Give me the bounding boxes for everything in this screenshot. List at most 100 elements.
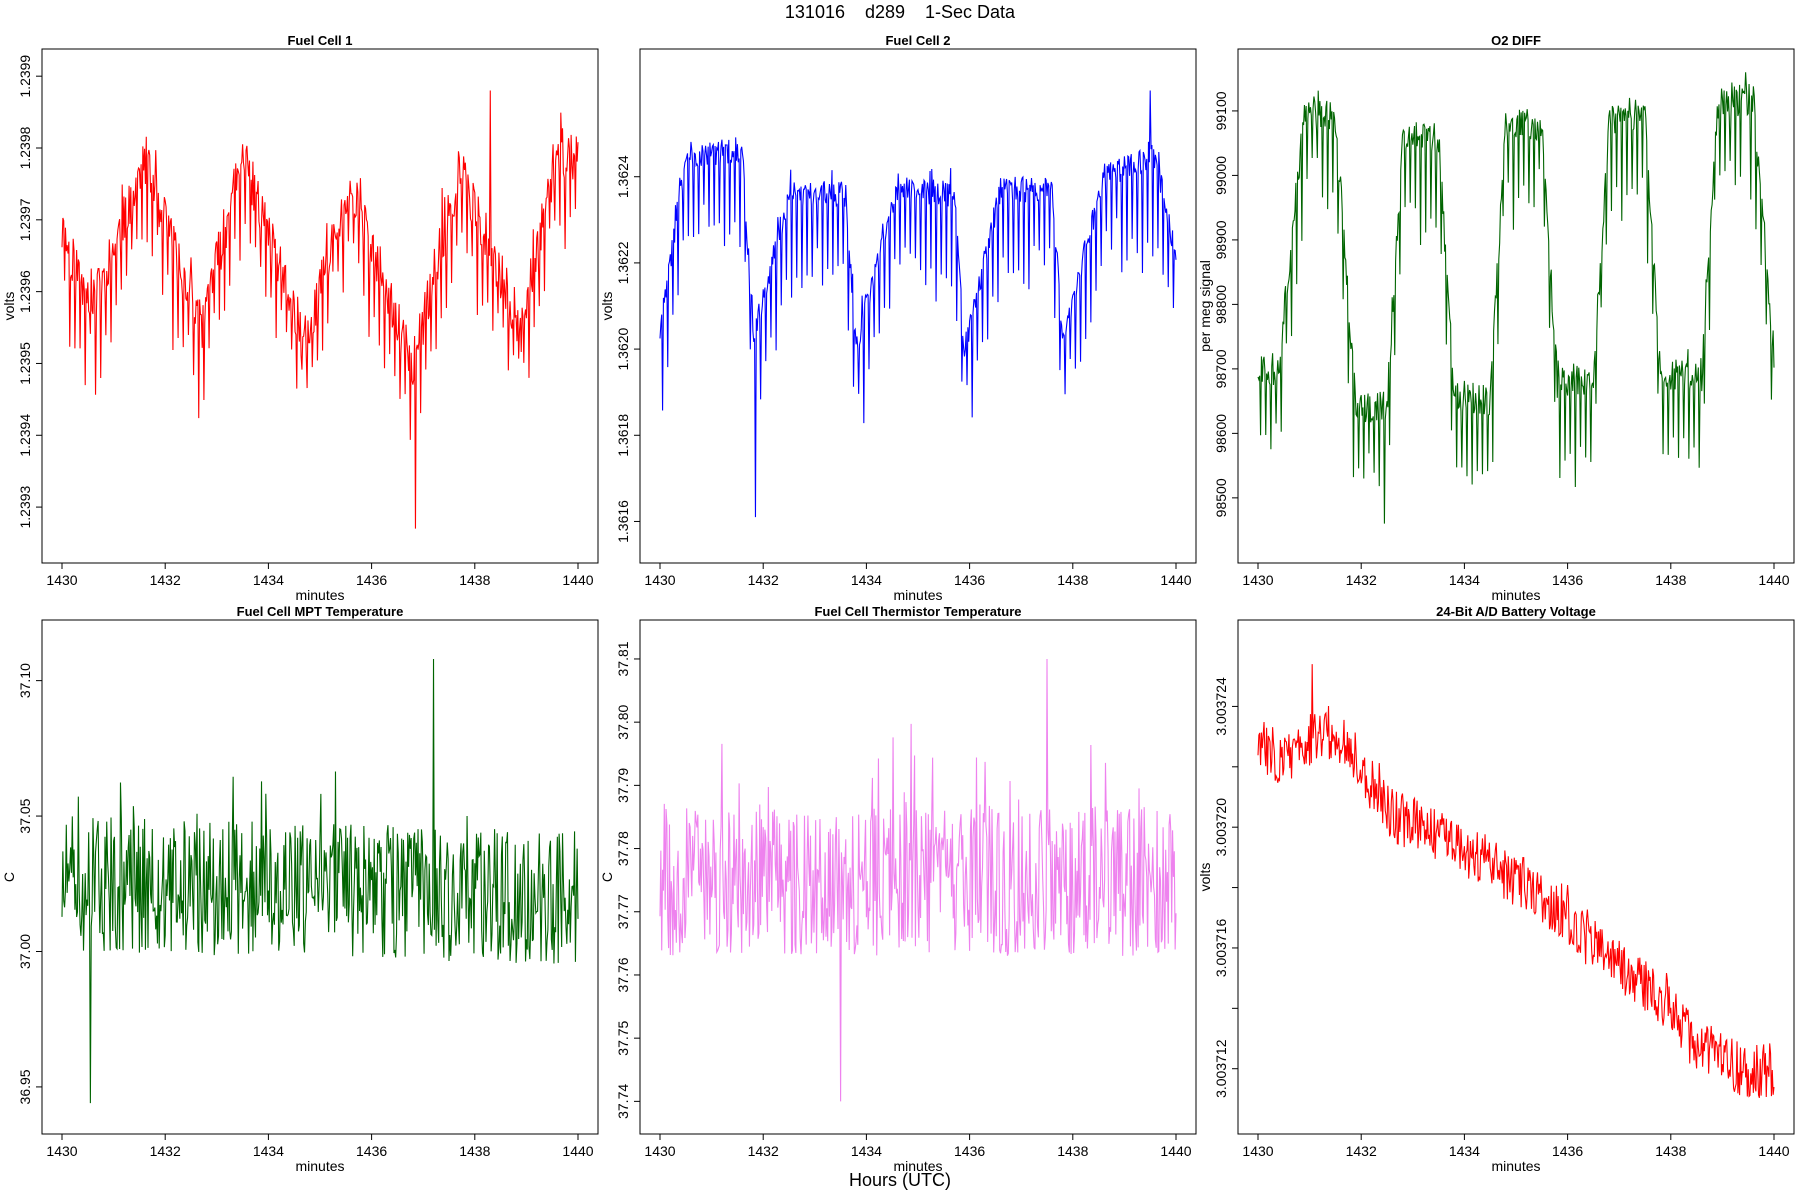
- panel-2-ylabel: volts: [599, 292, 615, 321]
- panel-5-y-tick-label: 37.76: [615, 957, 631, 992]
- panel-3-x-tick-label: 1432: [1346, 572, 1377, 588]
- panel-1-y-tick-label: 1.2397: [17, 198, 33, 241]
- panel-3-y-tick-label: 99000: [1213, 156, 1229, 195]
- panel-3-title: O2 DIFF: [1491, 33, 1541, 48]
- panel-5-x-tick-label: 1432: [748, 1143, 779, 1159]
- panel-5-xlabel: minutes: [893, 1158, 942, 1174]
- panel-1-y-tick-label: 1.2394: [17, 414, 33, 457]
- panel-2-x-tick-label: 1436: [954, 572, 985, 588]
- figure-title: 131016 d289 1-Sec Data: [784, 2, 1016, 22]
- panel-4-series-line: [61, 658, 579, 1104]
- panel-6-x-tick-label: 1440: [1758, 1143, 1789, 1159]
- panel-3-x-tick-label: 1430: [1242, 572, 1273, 588]
- panel-3-x-tick-label: 1438: [1655, 572, 1686, 588]
- panel-1-ylabel: volts: [1, 292, 17, 321]
- panel-6-x-tick-label: 1436: [1552, 1143, 1583, 1159]
- panel-6-x-tick-label: 1438: [1655, 1143, 1686, 1159]
- panel-1-x-tick-label: 1440: [562, 572, 593, 588]
- panel-1-y-tick-label: 1.2395: [17, 342, 33, 385]
- panel-2-y-tick-label: 1.3624: [615, 155, 631, 198]
- panel-1-xlabel: minutes: [295, 587, 344, 603]
- panel-2-y-tick-label: 1.3620: [615, 327, 631, 370]
- panel-6-xlabel: minutes: [1491, 1158, 1540, 1174]
- panel-5-x-tick-label: 1430: [644, 1143, 675, 1159]
- panel-2-x-tick-label: 1432: [748, 572, 779, 588]
- panel-4-x-tick-label: 1436: [356, 1143, 387, 1159]
- panel-4-x-tick-label: 1438: [459, 1143, 490, 1159]
- panel-1-x-tick-label: 1436: [356, 572, 387, 588]
- panel-3-x-tick-label: 1440: [1758, 572, 1789, 588]
- panel-2-y-tick-label: 1.3618: [615, 414, 631, 457]
- panel-4-y-tick-label: 36.95: [17, 1069, 33, 1104]
- panel-4-y-tick-label: 37.05: [17, 798, 33, 833]
- panel-5-x-tick-label: 1436: [954, 1143, 985, 1159]
- panel-1-x-tick-label: 1430: [46, 572, 77, 588]
- panel-6-title: 24-Bit A/D Battery Voltage: [1436, 604, 1596, 619]
- panel-5-y-tick-label: 37.77: [615, 894, 631, 929]
- panel-5-x-tick-label: 1440: [1160, 1143, 1191, 1159]
- panel-3-y-tick-label: 98600: [1213, 414, 1229, 453]
- panel-4-x-tick-label: 1430: [46, 1143, 77, 1159]
- panel-3-series-line: [1257, 72, 1775, 524]
- panel-6-x-tick-label: 1434: [1449, 1143, 1480, 1159]
- panel-4-x-tick-label: 1440: [562, 1143, 593, 1159]
- panel-3-y-tick-label: 98500: [1213, 478, 1229, 517]
- panel-4-title: Fuel Cell MPT Temperature: [237, 604, 404, 619]
- panel-3-x-tick-label: 1436: [1552, 572, 1583, 588]
- panel-2-title: Fuel Cell 2: [885, 33, 950, 48]
- panel-1-x-tick-label: 1438: [459, 572, 490, 588]
- panel-3-y-tick-label: 99100: [1213, 91, 1229, 130]
- panel-2-frame: [639, 48, 1197, 564]
- panel-4-y-tick-label: 37.10: [17, 663, 33, 698]
- panel-6-y-tick-label: 3.003720: [1213, 798, 1229, 857]
- panel-1-title: Fuel Cell 1: [287, 33, 352, 48]
- panel-5-title: Fuel Cell Thermistor Temperature: [814, 604, 1021, 619]
- panel-5-y-tick-label: 37.78: [615, 831, 631, 866]
- panel-5-y-tick-label: 37.74: [615, 1084, 631, 1119]
- panel-1-y-tick-label: 1.2396: [17, 270, 33, 313]
- panel-2-y-tick-label: 1.3616: [615, 500, 631, 543]
- panel-6-y-tick-label: 3.003724: [1213, 677, 1229, 736]
- panel-2-y-tick-label: 1.3622: [615, 241, 631, 284]
- panel-6-frame: [1237, 619, 1795, 1135]
- panel-6-series-line: [1257, 664, 1775, 1099]
- panel-3-y-tick-label: 98700: [1213, 349, 1229, 388]
- panel-2-x-tick-label: 1440: [1160, 572, 1191, 588]
- panel-5-ylabel: C: [599, 872, 615, 882]
- panel-3-ylabel: per meg signal: [1197, 260, 1213, 352]
- panel-5-x-tick-label: 1434: [851, 1143, 882, 1159]
- panel-5-series-line: [659, 658, 1177, 1102]
- panel-6-x-tick-label: 1432: [1346, 1143, 1377, 1159]
- panel-4-y-tick-label: 37.00: [17, 934, 33, 969]
- panel-6-ylabel: volts: [1197, 863, 1213, 892]
- panel-4-xlabel: minutes: [295, 1158, 344, 1174]
- panel-4-x-tick-label: 1434: [253, 1143, 284, 1159]
- panel-5-y-tick-label: 37.79: [615, 768, 631, 803]
- panel-1-y-tick-label: 1.2399: [17, 55, 33, 98]
- panel-5-x-tick-label: 1438: [1057, 1143, 1088, 1159]
- panel-1-y-tick-label: 1.2398: [17, 126, 33, 169]
- panel-5-y-tick-label: 37.81: [615, 641, 631, 676]
- panel-5-y-tick-label: 37.75: [615, 1020, 631, 1055]
- panel-1-y-tick-label: 1.2393: [17, 485, 33, 528]
- panel-2-x-tick-label: 1438: [1057, 572, 1088, 588]
- panel-2-xlabel: minutes: [893, 587, 942, 603]
- panel-3-y-tick-label: 98800: [1213, 285, 1229, 324]
- panel-4-ylabel: C: [1, 872, 17, 882]
- panel-3-y-tick-label: 98900: [1213, 220, 1229, 259]
- panel-2-x-tick-label: 1434: [851, 572, 882, 588]
- panel-1-x-tick-label: 1432: [150, 572, 181, 588]
- panel-1-series-line: [61, 90, 579, 529]
- panel-4-x-tick-label: 1432: [150, 1143, 181, 1159]
- panel-6-y-tick-label: 3.003716: [1213, 919, 1229, 978]
- panel-6-y-tick-label: 3.003712: [1213, 1039, 1229, 1098]
- panel-2-series-line: [659, 90, 1177, 518]
- panel-6-x-tick-label: 1430: [1242, 1143, 1273, 1159]
- figure-xlabel: Hours (UTC): [849, 1170, 951, 1190]
- panel-3-xlabel: minutes: [1491, 587, 1540, 603]
- panel-5-y-tick-label: 37.80: [615, 704, 631, 739]
- panel-2-x-tick-label: 1430: [644, 572, 675, 588]
- panel-1-x-tick-label: 1434: [253, 572, 284, 588]
- panel-3-x-tick-label: 1434: [1449, 572, 1480, 588]
